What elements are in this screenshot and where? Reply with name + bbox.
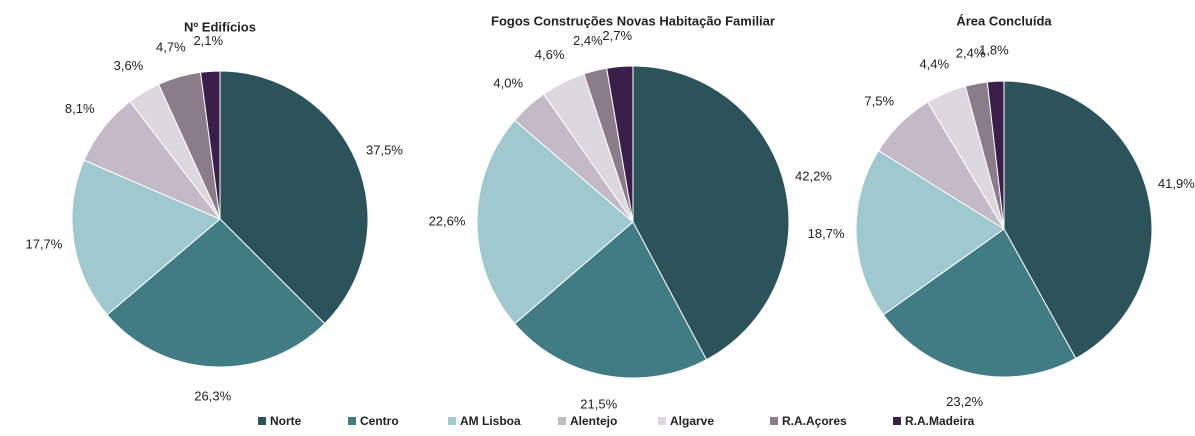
- legend-label: Norte: [270, 414, 302, 428]
- data-label: 1,8%: [979, 43, 1009, 58]
- pie-slice: [1003, 80, 1153, 360]
- legend-swatch: [770, 417, 778, 425]
- chart-title: Nº Edifícios: [184, 19, 256, 34]
- data-label: 4,0%: [493, 75, 523, 90]
- legend: Norte Centro AM Lisboa Alentejo Algarve R.A.A…: [258, 414, 975, 428]
- data-label: 22,6%: [429, 213, 466, 228]
- data-label: 4,4%: [919, 57, 949, 72]
- data-label: 41,9%: [1158, 176, 1195, 191]
- pie-slice: [476, 119, 634, 325]
- data-label: 21,5%: [580, 396, 617, 411]
- legend-label: Algarve: [670, 414, 714, 428]
- data-label: 2,1%: [193, 33, 223, 48]
- pie-slice: [199, 70, 221, 220]
- data-label: 18,7%: [808, 226, 845, 241]
- data-label: 8,1%: [65, 101, 95, 116]
- legend-swatch: [558, 417, 566, 425]
- data-label: 2,7%: [602, 28, 632, 43]
- legend-swatch: [258, 417, 266, 425]
- legend-swatch: [448, 417, 456, 425]
- pie-slice: [632, 65, 790, 361]
- legend-swatch: [348, 417, 356, 425]
- data-label: 2,4%: [573, 33, 603, 48]
- legend-label: Alentejo: [570, 414, 617, 428]
- data-label: 23,2%: [946, 394, 983, 409]
- pie-slice: [219, 70, 369, 325]
- data-label: 37,5%: [366, 142, 403, 157]
- pie-slice: [513, 221, 708, 379]
- pie-slice: [71, 159, 221, 316]
- data-label: 3,6%: [114, 58, 144, 73]
- data-label: 4,6%: [535, 47, 565, 62]
- data-label: 7,5%: [864, 93, 894, 108]
- legend-label: AM Lisboa: [460, 414, 521, 428]
- pie-slice: [882, 228, 1077, 378]
- legend-label: R.A.Açores: [782, 414, 847, 428]
- chart-title: Fogos Construções Novas Habitação Famili…: [491, 13, 775, 28]
- data-label: 4,7%: [156, 39, 186, 54]
- data-label: 2,4%: [956, 46, 986, 61]
- pie-slice: [606, 65, 634, 223]
- data-label: 26,3%: [194, 388, 231, 403]
- chart-title: Área Concluída: [956, 13, 1052, 28]
- pie-slice: [855, 149, 1005, 316]
- legend-label: Centro: [360, 414, 399, 428]
- pie-slice: [106, 218, 326, 368]
- data-label: 42,2%: [795, 168, 832, 183]
- legend-label: R.A.Madeira: [905, 414, 975, 428]
- data-label: 17,7%: [25, 237, 62, 252]
- legend-swatch: [658, 417, 666, 425]
- pie-slice: [986, 80, 1005, 230]
- legend-swatch: [893, 417, 901, 425]
